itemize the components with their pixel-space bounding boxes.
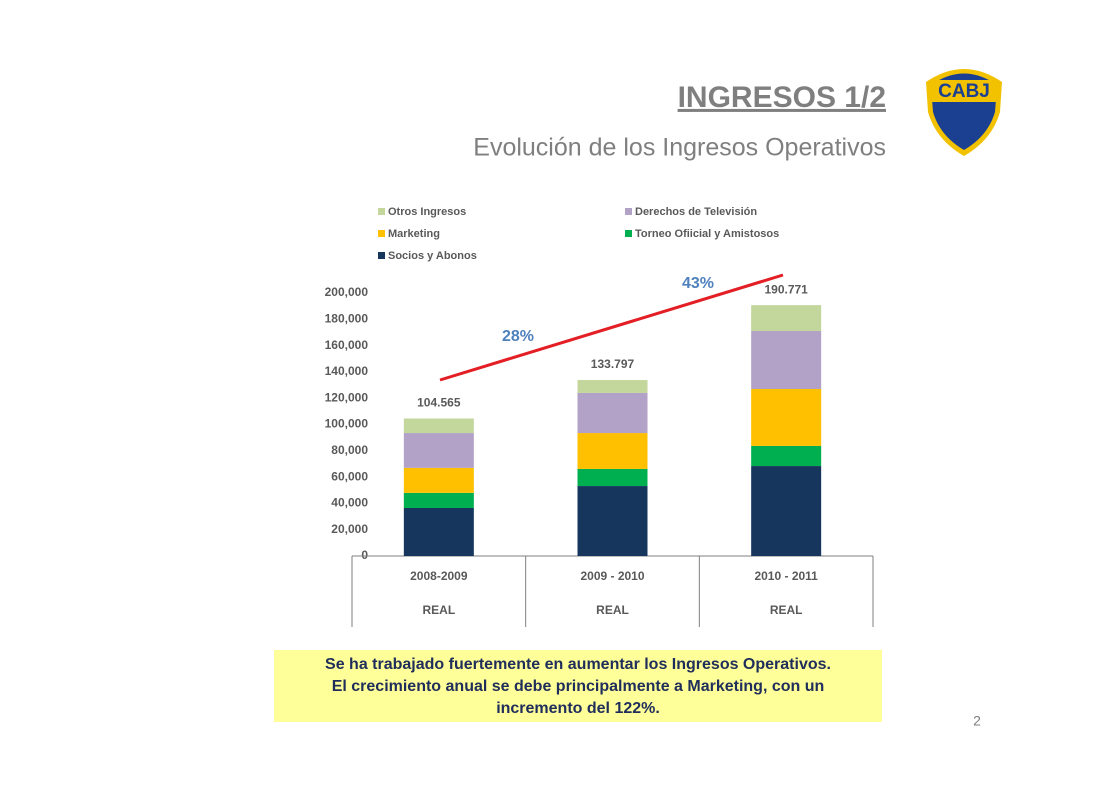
total-label: 190.771 [764, 282, 808, 296]
x-sublabel: REAL [770, 603, 803, 617]
bar-segment [403, 508, 474, 556]
legend-label: Torneo Ofiicial y Amistosos [635, 228, 779, 240]
y-tick-label: 60,000 [331, 469, 368, 483]
logo-text: CABJ [938, 81, 990, 102]
y-tick-label: 120,000 [325, 390, 369, 404]
y-tick-label: 160,000 [325, 338, 369, 352]
legend-label: Otros Ingresos [388, 206, 466, 218]
bar-segment [751, 331, 822, 389]
legend-label: Derechos de Televisión [635, 206, 757, 218]
legend-swatch [625, 208, 632, 215]
bar-segment [577, 380, 648, 393]
y-tick-label: 180,000 [325, 311, 369, 325]
page-number: 2 [973, 713, 981, 729]
bar-segment [577, 486, 648, 556]
y-tick-label: 20,000 [331, 522, 368, 536]
y-tick-label: 100,000 [325, 417, 369, 431]
legend-label: Marketing [388, 228, 440, 240]
y-tick-label: 80,000 [331, 443, 368, 457]
bar-segment [403, 418, 474, 434]
bar-segment [403, 433, 474, 468]
legend-swatch [625, 230, 632, 237]
bar-segment [751, 445, 822, 467]
logo-band [931, 80, 997, 102]
logo: CABJ [926, 69, 1002, 156]
legend-swatch [378, 230, 385, 237]
bar-segment [577, 433, 648, 469]
note-line: El crecimiento anual se debe principalme… [332, 678, 825, 695]
bar-segment [577, 468, 648, 487]
trend-line [439, 273, 784, 382]
bar-segment [577, 392, 648, 434]
slide-title: INGRESOS 1/2 [678, 81, 886, 114]
legend-swatch [378, 252, 385, 259]
slide-subtitle: Evolución de los Ingresos Operativos [473, 134, 886, 162]
note-line: incremento del 122%. [496, 700, 660, 717]
x-tick-label: 2008-2009 [410, 569, 468, 583]
x-tick-label: 2010 - 2011 [754, 569, 818, 583]
x-sublabel: REAL [596, 603, 629, 617]
growth-annotation: 28% [502, 328, 534, 345]
growth-annotation: 43% [682, 275, 714, 292]
x-sublabel: REAL [422, 603, 455, 617]
bar-segment [751, 466, 822, 556]
y-tick-label: 200,000 [325, 285, 369, 299]
bar-segment [751, 305, 822, 332]
bar-segment [751, 388, 822, 446]
bar-segment [403, 492, 474, 509]
note-line: Se ha trabajado fuertemente en aumentar … [325, 656, 831, 673]
legend-swatch [378, 208, 385, 215]
y-tick-label: 140,000 [325, 364, 369, 378]
total-label: 133.797 [591, 357, 635, 371]
note-box [274, 650, 882, 722]
legend-label: Socios y Abonos [388, 250, 477, 262]
bar-segment [403, 467, 474, 493]
y-tick-label: 0 [361, 548, 368, 562]
total-label: 104.565 [417, 396, 461, 410]
x-tick-label: 2009 - 2010 [580, 569, 644, 583]
y-tick-label: 40,000 [331, 496, 368, 510]
